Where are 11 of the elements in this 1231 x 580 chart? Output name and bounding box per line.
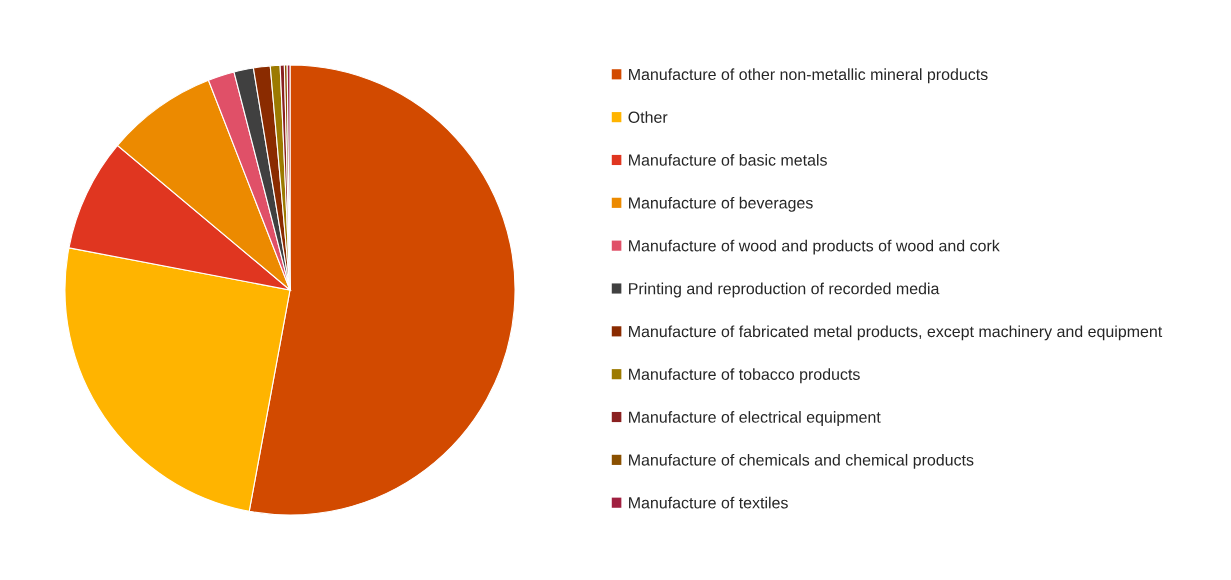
legend-label: Manufacture of other non-metallic mineral products <box>629 68 988 84</box>
legend-label: Printing and reproduction of recorded media <box>629 282 940 298</box>
legend-label: Manufacture of beverages <box>629 196 813 212</box>
legend-label: Manufacture of chemicals and chemical products <box>629 453 974 469</box>
legend-label: Manufacture of tobacco products <box>629 368 860 384</box>
legend-label: Manufacture of wood and products of wood and cork <box>629 239 1000 255</box>
legend-label: Manufacture of electrical equipment <box>629 411 881 426</box>
legend-label: Manufacture of fabricated metal products, except machinery and equipment <box>629 325 1163 341</box>
legend-label: Other <box>628 111 668 123</box>
legend-label: Manufacture of basic metals <box>629 154 827 166</box>
legend-label: Manufacture of textiles <box>629 496 788 509</box>
